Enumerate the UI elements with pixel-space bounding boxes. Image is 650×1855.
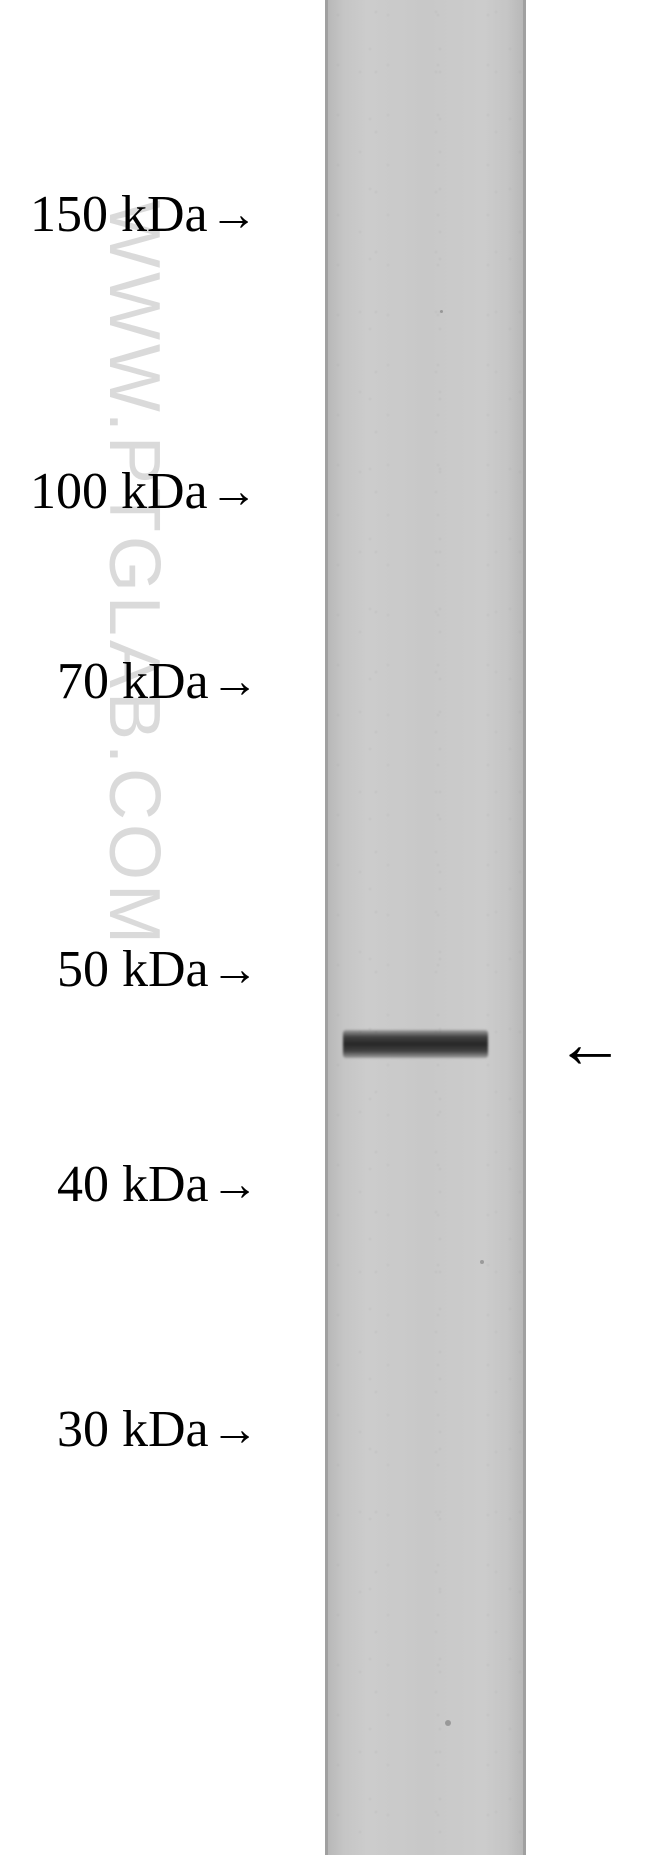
ladder-label-text: 30 kDa (57, 1400, 209, 1459)
result-arrow-icon: ← (555, 1010, 625, 1080)
arrow-right-icon: → (211, 1157, 259, 1212)
blot-lane (328, 0, 523, 1855)
arrow-right-icon: → (211, 942, 259, 997)
western-blot-container: WWW.PTGLAB.COM 150 kDa→ 100 kDa→ 70 kDa→… (0, 0, 650, 1855)
watermark-text: WWW.PTGLAB.COM (93, 200, 175, 948)
lane-noise (328, 0, 523, 1855)
lane-speck (440, 310, 443, 313)
arrow-right-icon: → (211, 1402, 259, 1457)
ladder-marker-50: 50 kDa→ (57, 940, 259, 999)
ladder-label-text: 50 kDa (57, 940, 209, 999)
ladder-marker-150: 150 kDa→ (30, 185, 258, 244)
ladder-label-text: 100 kDa (30, 462, 208, 521)
ladder-label-text: 70 kDa (57, 652, 209, 711)
arrow-right-icon: → (211, 654, 259, 709)
protein-band (343, 1030, 488, 1058)
ladder-marker-30: 30 kDa→ (57, 1400, 259, 1459)
lane-speck (480, 1260, 484, 1264)
ladder-marker-70: 70 kDa→ (57, 652, 259, 711)
ladder-marker-100: 100 kDa→ (30, 462, 258, 521)
ladder-marker-40: 40 kDa→ (57, 1155, 259, 1214)
ladder-label-text: 150 kDa (30, 185, 208, 244)
ladder-label-text: 40 kDa (57, 1155, 209, 1214)
arrow-right-icon: → (210, 187, 258, 242)
arrow-right-icon: → (210, 464, 258, 519)
lane-speck (445, 1720, 451, 1726)
